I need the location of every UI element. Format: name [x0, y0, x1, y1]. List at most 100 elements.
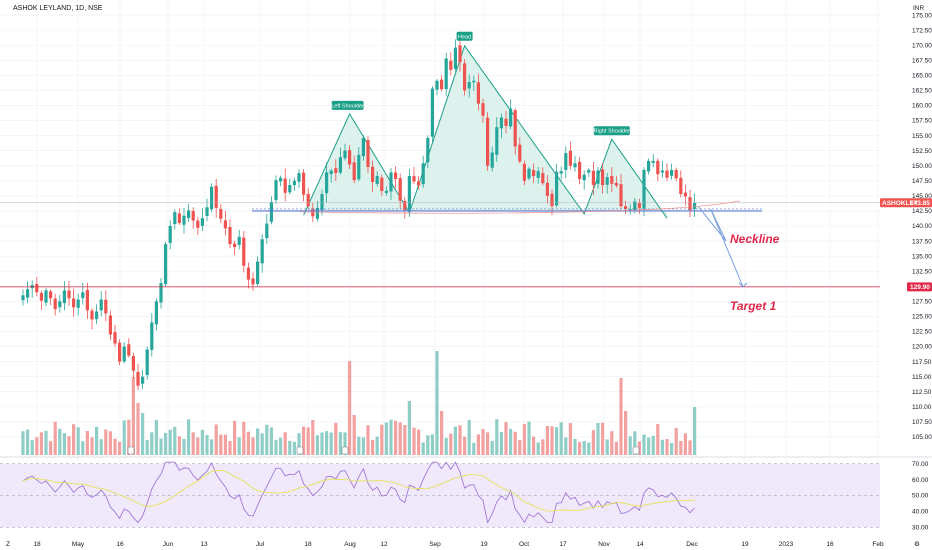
candle-body: [283, 178, 287, 193]
candle: [210, 183, 214, 213]
volume-bar: [306, 427, 310, 455]
right-shoulder-text: Right Shoulder: [594, 129, 631, 135]
candle-body: [619, 184, 623, 207]
candle-body: [67, 290, 71, 299]
price-tick-label: 155.00: [912, 133, 932, 140]
candle: [297, 169, 301, 188]
price-tick-label: 172.50: [912, 27, 932, 34]
candle: [228, 219, 232, 249]
candle-body: [398, 178, 402, 201]
candle: [642, 167, 646, 217]
price-tick-label: 115.00: [912, 374, 932, 381]
candle-body: [76, 299, 80, 308]
candle: [108, 310, 112, 341]
head-shoulders-pattern: [303, 44, 668, 219]
candle-body: [214, 185, 218, 208]
candle-body: [660, 170, 664, 173]
volume-bar: [601, 422, 605, 455]
candle-body: [288, 185, 292, 193]
volume-bar: [458, 425, 462, 455]
rsi-pane: [0, 456, 932, 528]
candle: [251, 272, 255, 291]
volume-bar: [633, 431, 637, 455]
volume-bar: [260, 433, 264, 455]
volume-bar: [679, 440, 683, 455]
candle: [472, 75, 476, 91]
volume-bar: [628, 436, 632, 455]
candle-body: [104, 299, 108, 314]
candle-body: [182, 215, 186, 225]
candle: [440, 75, 444, 92]
candle-body: [196, 220, 200, 228]
volume-bar: [44, 430, 48, 455]
candle: [159, 278, 163, 309]
volume-bar: [72, 424, 76, 455]
candle-body: [444, 58, 448, 90]
price-tick-label: 147.50: [912, 178, 932, 185]
volume-bar: [453, 426, 457, 455]
volume-bar: [141, 413, 145, 455]
volume-bar: [481, 428, 485, 455]
candle: [118, 339, 122, 366]
candle: [72, 288, 76, 317]
chart-settings-icon[interactable]: ⚙: [914, 540, 920, 548]
time-tick-label: Nov: [598, 541, 610, 548]
candle: [555, 164, 559, 208]
time-axis[interactable]: 18 May 16 Jun 13 Jul 18 Aug 12 Sep 19 Oct 17 Nov 14 Dec…: [33, 541, 884, 548]
candle-body: [334, 168, 338, 173]
volume-bar: [95, 426, 99, 455]
candle-body: [297, 172, 301, 182]
volume-bar: [90, 437, 94, 455]
candle-body: [509, 108, 513, 127]
candle: [182, 207, 186, 234]
candle: [164, 242, 168, 287]
candle: [591, 162, 595, 196]
candle: [95, 304, 99, 325]
volume-bar: [269, 427, 273, 455]
volume-bar: [237, 437, 241, 455]
volume-bar: [311, 420, 315, 455]
candle-body: [53, 298, 57, 310]
candle: [674, 167, 678, 182]
candle-body: [292, 180, 296, 186]
candle: [343, 143, 347, 161]
candle-body: [141, 376, 145, 384]
volume-bar: [660, 439, 664, 455]
candle-body: [578, 161, 582, 179]
volume-bar: [651, 435, 655, 455]
candle-body: [187, 210, 191, 219]
volume-bar: [610, 431, 614, 455]
tradingview-logo-icon: Z: [6, 541, 10, 548]
candle-body: [242, 237, 246, 266]
candle: [242, 231, 246, 273]
candle: [605, 172, 609, 194]
candle: [219, 204, 223, 224]
volume-bar: [693, 407, 697, 455]
candle: [288, 178, 292, 195]
candle: [113, 324, 117, 347]
candle: [136, 363, 140, 391]
neckline-annotation: Neckline: [730, 232, 780, 246]
candle-body: [210, 186, 214, 210]
candle-body: [164, 244, 168, 285]
candle: [647, 158, 651, 175]
time-tick-label: 13: [200, 541, 208, 548]
candle: [62, 281, 66, 311]
candle: [256, 256, 260, 287]
time-tick-label: Jul: [256, 541, 265, 548]
candle: [127, 338, 131, 358]
volume-bar: [81, 441, 85, 455]
candle-body: [26, 289, 30, 298]
time-tick-label: 17: [559, 541, 567, 548]
target-price-tag: 129.90: [907, 282, 932, 292]
candle: [375, 171, 379, 187]
candle: [214, 178, 218, 218]
left-shoulder-label: Left Shoulder: [331, 100, 364, 110]
candle: [610, 167, 614, 192]
candle-body: [412, 176, 416, 182]
volume-bar: [591, 430, 595, 455]
volume-bar: [205, 435, 209, 455]
candle-body: [338, 157, 342, 173]
candle: [476, 73, 480, 111]
